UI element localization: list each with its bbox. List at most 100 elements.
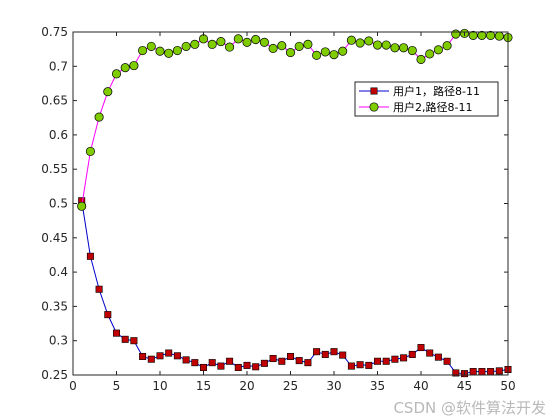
series-2-point — [312, 50, 322, 60]
series-1-point — [95, 285, 103, 293]
series-1-point — [278, 357, 286, 365]
series-1-point — [391, 355, 399, 363]
series-1-point — [191, 359, 199, 367]
legend: 用户1，路径8-11 用户2,路径8-11 — [354, 81, 499, 117]
series-1-point — [165, 349, 173, 357]
series-1-point — [495, 367, 503, 375]
series-2-point — [494, 31, 504, 41]
series-1-point — [243, 361, 251, 369]
legend-label: 用户1，路径8-11 — [393, 84, 480, 98]
series-2-point — [138, 45, 148, 56]
series-2-point — [190, 39, 200, 49]
x-tick-label: 35 — [370, 379, 385, 393]
series-2-point — [416, 54, 426, 64]
series-2-point — [399, 43, 409, 53]
legend-box — [354, 81, 499, 117]
y-tick-label: 0.5 — [49, 197, 68, 211]
y-tick-label: 0.7 — [49, 59, 68, 73]
y-tick-label: 0.75 — [41, 25, 68, 39]
series-1-point — [286, 352, 294, 360]
series-1-point — [200, 363, 208, 371]
legend-marker — [370, 87, 378, 95]
x-tick-label: 45 — [457, 379, 472, 393]
series-2-point — [329, 50, 339, 60]
series-2-point — [259, 37, 269, 47]
series-2-point — [85, 146, 95, 156]
series-2-point — [111, 69, 122, 79]
x-tick-label: 50 — [500, 379, 515, 393]
series-1-point — [417, 344, 425, 352]
series-1-point — [443, 357, 451, 365]
y-tick-label: 0.4 — [49, 265, 68, 279]
y-tick-label: 0.3 — [49, 334, 68, 348]
series-2-point — [103, 87, 113, 97]
series-2-point — [94, 112, 104, 122]
legend-item-1: 用户1，路径8-11 — [359, 84, 480, 98]
series-2-point — [285, 48, 296, 58]
series-1-point — [260, 359, 268, 367]
series-2-point — [294, 41, 304, 51]
axis-layer: 0 5 10 15 20 25 30 35 40 45 50 0.25 0.3 0.35 0.4 0.45 0.… — [41, 25, 515, 393]
series-1-point — [382, 357, 390, 365]
series-1-point — [400, 354, 408, 362]
series-1-point — [173, 352, 181, 360]
series-2-point — [407, 45, 417, 56]
series-1-point — [478, 368, 486, 376]
series-2-point — [181, 41, 191, 51]
series-2-point — [216, 37, 226, 47]
series-2-point — [225, 42, 235, 52]
series-1-point — [182, 356, 190, 364]
series-2-point — [372, 40, 383, 50]
legend-label: 用户2,路径8-11 — [393, 100, 472, 114]
series-2-point — [442, 41, 452, 51]
series-1-point — [121, 335, 129, 343]
series-2-point — [486, 30, 496, 40]
series-1-point — [408, 350, 416, 358]
x-tick-label: 25 — [283, 379, 298, 393]
series-2-point — [451, 29, 461, 39]
series-1-point — [434, 353, 442, 361]
series-2-point — [381, 40, 391, 50]
x-tick-label: 40 — [413, 379, 428, 393]
series-2-point — [172, 45, 182, 56]
series-1-point — [139, 352, 147, 360]
series-1-point — [226, 357, 234, 365]
series-1-point — [217, 362, 225, 370]
series-2-point — [364, 36, 374, 46]
series-1-point — [452, 369, 460, 377]
series-2-point — [303, 39, 313, 49]
series-2-point — [390, 43, 400, 53]
series-1-point — [269, 355, 277, 363]
legend-marker — [369, 102, 379, 112]
legend-item-2: 用户2,路径8-11 — [359, 100, 472, 114]
series-2-point — [242, 37, 252, 47]
series-1-point — [321, 350, 329, 358]
series-2-point — [233, 34, 243, 44]
series-2-point — [77, 201, 87, 211]
series-2-point — [146, 41, 156, 51]
series-2-point — [164, 48, 174, 58]
y-tick-label: 0.25 — [41, 368, 68, 382]
y-tick-label: 0.45 — [41, 231, 68, 245]
series-1-point — [365, 361, 373, 369]
series-1 — [78, 197, 512, 378]
series-1-point — [234, 363, 242, 371]
series-1-point — [487, 368, 495, 376]
series-1-point — [104, 311, 112, 319]
series-1-point — [373, 357, 381, 365]
x-tick-label: 15 — [196, 379, 211, 393]
series-2-point — [355, 38, 365, 48]
series-2-point — [425, 49, 435, 59]
series-1-point — [252, 363, 260, 371]
series-1-point — [304, 359, 312, 367]
y-tick-label: 0.6 — [49, 128, 68, 142]
x-tick-label: 0 — [69, 379, 77, 393]
series-2-point — [346, 35, 356, 45]
series-1-point — [347, 362, 355, 370]
series-2-point — [129, 61, 139, 71]
series-1-point — [156, 352, 164, 360]
series-1-point — [313, 348, 321, 356]
series-2-point — [433, 45, 443, 55]
series-2-point — [251, 34, 261, 45]
